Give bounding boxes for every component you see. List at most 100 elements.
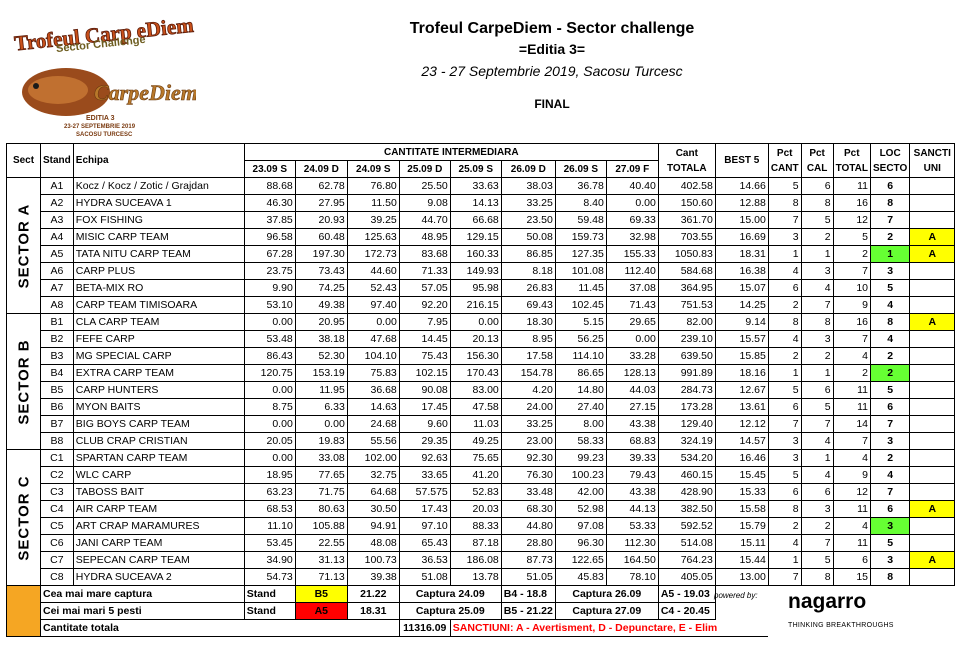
stand-cell: C2 <box>40 466 74 484</box>
quantity-cell: 39.25 <box>346 211 400 229</box>
col-day: 23.09 S <box>243 160 296 178</box>
best5-cell: 14.66 <box>714 177 769 195</box>
quantity-cell: 36.68 <box>346 381 400 399</box>
top5-label: Cei mai mari 5 pesti <box>40 602 245 620</box>
results-table: Sect Stand Echipa CANTITATE INTERMEDIARA… <box>6 143 956 637</box>
col-stand: Stand <box>40 143 74 178</box>
pct-cal-cell: 2 <box>800 228 834 246</box>
quantity-cell: 36.53 <box>398 551 451 569</box>
quantity-cell: 105.88 <box>294 517 348 535</box>
pct-cant-cell: 6 <box>767 279 802 297</box>
best5-cell: 15.44 <box>714 551 769 569</box>
total-quantity-cell: 991.89 <box>657 364 716 382</box>
team-row: C2 WLC CARP 18.95 77.65 32.75 33.65 41.20 76.30… <box>7 466 956 484</box>
sanction-cell <box>909 262 956 280</box>
sanction-cell: A <box>909 500 956 518</box>
team-row: C5 ART CRAP MARAMURES 11.10 105.88 94.91 97.1… <box>7 517 956 535</box>
quantity-cell: 13.78 <box>449 568 502 586</box>
quantity-cell: 33.63 <box>449 177 502 195</box>
sponsor-logo: nagarro <box>788 590 867 613</box>
quantity-cell: 71.43 <box>605 296 659 314</box>
pct-cal-cell: 7 <box>800 415 834 433</box>
quantity-cell: 6.33 <box>294 398 348 416</box>
stand-cell: C6 <box>40 534 74 552</box>
pct-cal-cell: 5 <box>800 398 834 416</box>
quantity-cell: 14.63 <box>346 398 400 416</box>
top5-stand-label: Stand <box>243 602 296 620</box>
total-quantity-cell: 361.70 <box>657 211 716 229</box>
total-quantity-cell: 639.50 <box>657 347 716 365</box>
team-row: SECTOR C C1 SPARTAN CARP TEAM 0.00 33.08 102.… <box>6 449 956 586</box>
quantity-cell: 9.60 <box>398 415 451 433</box>
pct-total-cell: 12 <box>832 211 872 229</box>
quantity-cell: 153.19 <box>294 364 348 382</box>
sanction-cell <box>909 432 956 450</box>
team-row: B2 FEFE CARP 53.48 38.18 47.68 14.45 20.13 8.95… <box>7 330 956 348</box>
pct-total-cell: 11 <box>832 534 872 552</box>
team-row: A5 TATA NITU CARP TEAM 67.28 197.30 172.73 83… <box>7 245 956 263</box>
footer-capture-value: B4 - 18.8 <box>500 585 556 603</box>
quantity-cell: 128.13 <box>605 364 659 382</box>
biggest-catch-stand-label: Stand <box>243 585 296 603</box>
quantity-cell: 47.58 <box>449 398 502 416</box>
stand-cell: C8 <box>40 568 74 586</box>
quantity-cell: 97.10 <box>398 517 451 535</box>
quantity-cell: 74.25 <box>294 279 348 297</box>
pct-cal-cell: 6 <box>800 381 834 399</box>
quantity-cell: 216.15 <box>449 296 502 314</box>
quantity-cell: 96.30 <box>554 534 607 552</box>
best5-cell: 9.14 <box>714 313 769 331</box>
team-name: Kocz / Kocz / Zotic / Grajdan <box>72 177 245 195</box>
sector-label-cell: SECTOR B <box>6 313 41 450</box>
best5-cell: 16.46 <box>714 449 769 467</box>
total-quantity-cell: 703.55 <box>657 228 716 246</box>
quantity-cell: 80.63 <box>294 500 348 518</box>
quantity-cell: 75.43 <box>398 347 451 365</box>
pct-total-cell: 16 <box>832 313 872 331</box>
pct-total-cell: 9 <box>832 296 872 314</box>
footer-row-total: Cantitate totala 11316.09 SANCTIUNI: A -… <box>7 619 955 637</box>
loc-sector-cell: 3 <box>869 432 911 450</box>
best5-cell: 15.00 <box>714 211 769 229</box>
quantity-cell: 160.33 <box>449 245 502 263</box>
footer-gold-block <box>6 585 41 637</box>
quantity-cell: 97.08 <box>554 517 607 535</box>
loc-sector-cell: 4 <box>869 330 911 348</box>
quantity-cell: 33.48 <box>500 483 556 501</box>
team-name: SEPECAN CARP TEAM <box>72 551 245 569</box>
quantity-cell: 127.35 <box>554 245 607 263</box>
sanction-cell <box>909 381 956 399</box>
pct-total-cell: 10 <box>832 279 872 297</box>
pct-cant-cell: 8 <box>767 500 802 518</box>
best5-cell: 15.57 <box>714 330 769 348</box>
quantity-cell: 49.25 <box>449 432 502 450</box>
quantity-cell: 95.98 <box>449 279 502 297</box>
pct-total-cell: 11 <box>832 381 872 399</box>
loc-sector-cell: 2 <box>869 228 911 246</box>
team-row: A6 CARP PLUS 23.75 73.43 44.60 71.33 149.93 8.1… <box>7 262 956 280</box>
quantity-cell: 60.48 <box>294 228 348 246</box>
pct-cal-cell: 8 <box>800 194 834 212</box>
quantity-cell: 67.28 <box>243 245 296 263</box>
quantity-cell: 78.10 <box>605 568 659 586</box>
pct-cant-cell: 3 <box>767 449 802 467</box>
quantity-cell: 33.08 <box>294 449 348 467</box>
quantity-cell: 76.30 <box>500 466 556 484</box>
sanction-cell <box>909 415 956 433</box>
col-pct-cant: Pct CANT <box>767 143 802 178</box>
pct-cant-cell: 7 <box>767 568 802 586</box>
quantity-cell: 100.73 <box>346 551 400 569</box>
pct-cal-cell: 4 <box>800 466 834 484</box>
quantity-cell: 104.10 <box>346 347 400 365</box>
pct-cant-cell: 7 <box>767 415 802 433</box>
quantity-cell: 20.93 <box>294 211 348 229</box>
logo-dates: 23-27 SEPTEMBRIE 2019 <box>64 124 136 130</box>
loc-sector-cell: 8 <box>869 568 911 586</box>
stand-cell: B8 <box>40 432 74 450</box>
quantity-cell: 71.13 <box>294 568 348 586</box>
pct-total-cell: 15 <box>832 568 872 586</box>
team-name: MISIC CARP TEAM <box>72 228 245 246</box>
pct-cal-cell: 8 <box>800 313 834 331</box>
pct-cant-cell: 8 <box>767 313 802 331</box>
stand-cell: A1 <box>40 177 74 195</box>
